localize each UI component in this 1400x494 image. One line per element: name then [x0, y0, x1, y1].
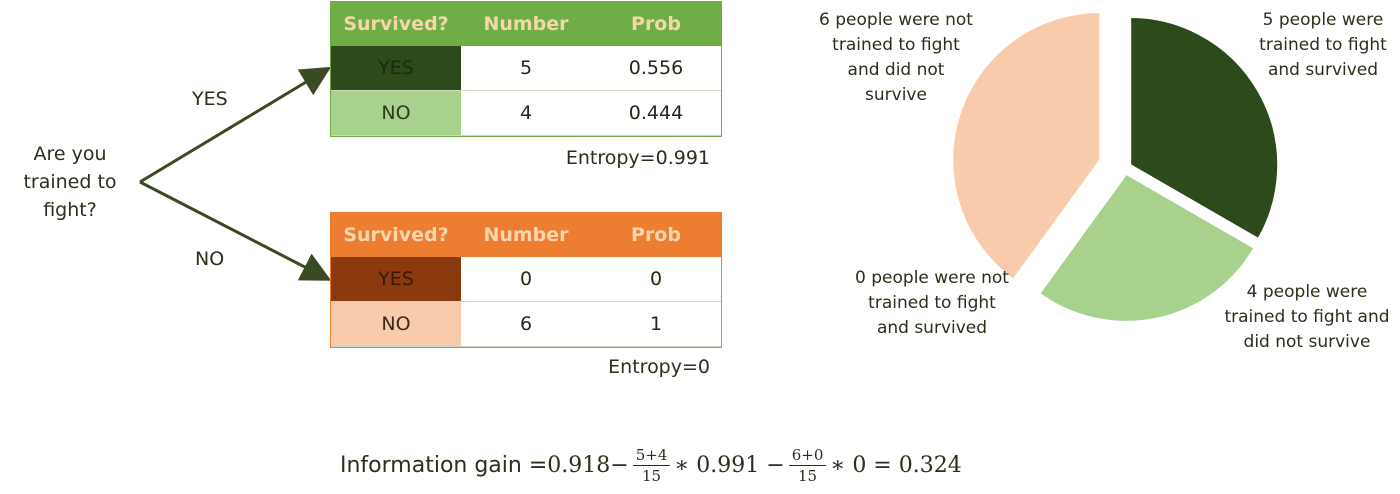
trained-yes-table: Survived? Number Prob YES 5 0.556 NO 4 0…: [330, 1, 722, 137]
header-prob: Prob: [631, 224, 681, 246]
formula-term: ∗ 0.991 −: [674, 452, 785, 478]
row-number: 6: [519, 313, 533, 335]
not-trained-table: Survived? Number Prob YES 0 0 NO 6 1: [330, 212, 722, 348]
formula-minus: −: [610, 452, 629, 478]
formula-prefix: Information gain =: [340, 452, 548, 478]
fraction-not-trained: 6+0 15: [788, 445, 827, 486]
header-prob: Prob: [631, 13, 681, 35]
entropy-not-trained: Entropy=0: [608, 356, 710, 378]
table-row: NO 6 1: [331, 302, 721, 347]
root-question: Are you trained to fight?: [23, 143, 117, 221]
fraction-denominator: 15: [798, 466, 818, 485]
formula-base: 0.918: [547, 452, 611, 478]
no-branch-label: NO: [195, 248, 225, 270]
table-row: YES 5 0.556: [331, 46, 721, 91]
header-survived: Survived?: [343, 224, 449, 246]
entropy-trained: Entropy=0.991: [565, 147, 710, 169]
formula-result: ∗ 0 = 0.324: [830, 452, 962, 478]
header-survived: Survived?: [343, 13, 449, 35]
fraction-trained: 5+4 15: [632, 445, 671, 486]
row-label: YES: [331, 257, 461, 301]
row-label: YES: [331, 46, 461, 90]
no-branch-arrow: [139, 180, 332, 281]
row-label: NO: [331, 302, 461, 346]
fraction-numerator: 6+0: [788, 445, 827, 466]
pie-label-untrained-not-survived: 6 people were not trained to fight and d…: [819, 10, 973, 105]
row-number: 4: [519, 102, 533, 124]
row-number: 0: [519, 268, 533, 290]
row-label: NO: [331, 91, 461, 135]
pie-slice-trained-survived: [1129, 15, 1280, 241]
row-prob: 0.556: [628, 57, 684, 79]
row-prob: 0: [649, 268, 663, 290]
header-number: Number: [483, 224, 569, 246]
row-number: 5: [519, 57, 533, 79]
table-row: NO 4 0.444: [331, 91, 721, 136]
pie-slice-untrained-not-survived: [951, 10, 1102, 282]
table-row: YES 0 0: [331, 257, 721, 302]
information-gain-formula: Information gain = 0.918 − 5+4 15 ∗ 0.99…: [340, 440, 962, 490]
pie-label-trained-survived: 5 people were trained to fight and survi…: [1259, 10, 1387, 80]
header-number: Number: [483, 13, 569, 35]
fraction-numerator: 5+4: [632, 445, 671, 466]
pie-label-untrained-survived: 0 people were not trained to fight and s…: [855, 268, 1009, 338]
pie-slice-trained-not-survived: [1037, 172, 1256, 323]
fraction-denominator: 15: [641, 466, 662, 485]
yes-branch-arrow: [139, 66, 332, 184]
table-header: Survived? Number Prob: [331, 213, 721, 257]
row-prob: 1: [649, 313, 663, 335]
pie-label-trained-not-survived: 4 people were trained to fight and did n…: [1224, 282, 1390, 352]
row-prob: 0.444: [628, 102, 684, 124]
table-header: Survived? Number Prob: [331, 2, 721, 46]
yes-branch-label: YES: [192, 88, 228, 110]
